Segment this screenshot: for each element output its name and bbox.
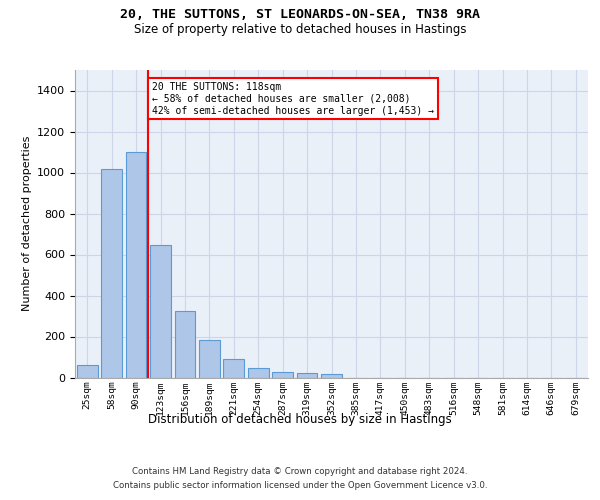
Bar <box>321 374 342 378</box>
Bar <box>199 340 220 378</box>
Text: Distribution of detached houses by size in Hastings: Distribution of detached houses by size … <box>148 412 452 426</box>
Bar <box>272 372 293 378</box>
Text: 20 THE SUTTONS: 118sqm
← 58% of detached houses are smaller (2,008)
42% of semi-: 20 THE SUTTONS: 118sqm ← 58% of detached… <box>152 82 434 116</box>
Text: Contains public sector information licensed under the Open Government Licence v3: Contains public sector information licen… <box>113 481 487 490</box>
Bar <box>175 311 196 378</box>
Text: Contains HM Land Registry data © Crown copyright and database right 2024.: Contains HM Land Registry data © Crown c… <box>132 468 468 476</box>
Bar <box>125 152 146 378</box>
Text: 20, THE SUTTONS, ST LEONARDS-ON-SEA, TN38 9RA: 20, THE SUTTONS, ST LEONARDS-ON-SEA, TN3… <box>120 8 480 20</box>
Bar <box>101 170 122 378</box>
Text: Size of property relative to detached houses in Hastings: Size of property relative to detached ho… <box>134 22 466 36</box>
Y-axis label: Number of detached properties: Number of detached properties <box>22 136 32 312</box>
Bar <box>248 368 269 378</box>
Bar <box>296 373 317 378</box>
Bar <box>150 244 171 378</box>
Bar <box>77 365 98 378</box>
Bar <box>223 359 244 378</box>
